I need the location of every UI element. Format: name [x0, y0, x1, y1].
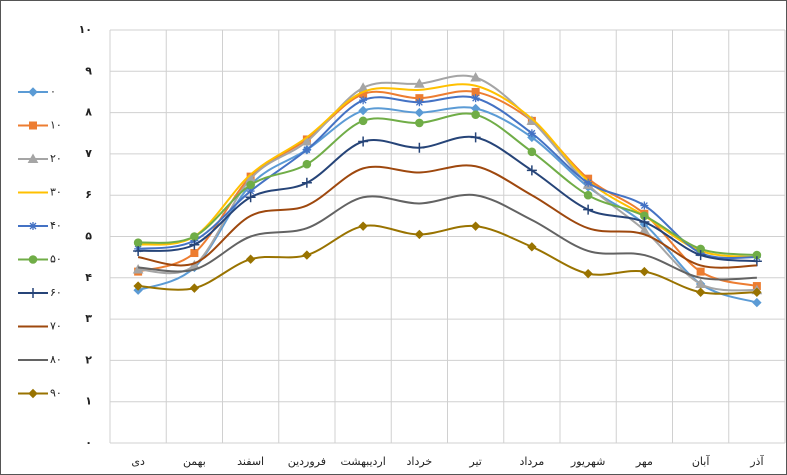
- point: [470, 221, 481, 231]
- point: [245, 192, 256, 203]
- point: [358, 221, 368, 231]
- point: [190, 249, 199, 258]
- point: [695, 287, 706, 297]
- point: [133, 238, 143, 247]
- point: [583, 268, 593, 279]
- point: [301, 177, 312, 188]
- point: [640, 201, 649, 210]
- legend-marker: [27, 153, 39, 163]
- point: [415, 98, 424, 107]
- point: [190, 232, 199, 241]
- legend-marker: [29, 121, 37, 130]
- point: [302, 145, 311, 154]
- x-tick-label: خرداد: [407, 455, 433, 468]
- point: [301, 135, 313, 146]
- legend-label: ۵۰: [50, 253, 62, 266]
- series-line: [137, 95, 757, 260]
- x-tick-label: اسفند: [237, 455, 264, 468]
- point: [470, 71, 481, 82]
- y-tick-label: ۱۰: [79, 23, 92, 36]
- point: [527, 242, 537, 252]
- point: [245, 254, 256, 264]
- x-tick-label: تیر: [468, 455, 481, 468]
- series-line: [137, 164, 757, 269]
- series-line: [137, 106, 758, 304]
- point: [133, 281, 143, 291]
- point: [132, 264, 144, 274]
- point: [359, 96, 368, 105]
- legend-marker: [28, 388, 38, 399]
- legend-marker: [28, 288, 38, 298]
- x-tick-label: مهر: [635, 455, 653, 468]
- point: [414, 229, 425, 240]
- point: [639, 266, 650, 277]
- x-tick-label: بهمن: [183, 455, 206, 468]
- point: [302, 159, 312, 169]
- x-tick-label: آبان: [692, 454, 710, 468]
- series-line: [138, 112, 757, 257]
- y-tick-label: ۸: [85, 106, 92, 119]
- point: [695, 278, 706, 288]
- series-line: [138, 135, 757, 263]
- y-tick-label: ۶: [85, 188, 92, 201]
- point: [696, 267, 705, 276]
- x-tick-label: اردیبهشت: [340, 455, 385, 468]
- y-tick-label: ۰: [85, 436, 92, 449]
- point: [189, 283, 200, 293]
- point: [414, 78, 425, 88]
- point: [358, 116, 368, 126]
- x-tick-label: مرداد: [519, 455, 544, 468]
- point: [526, 165, 537, 176]
- y-tick-label: ۹: [85, 64, 92, 77]
- point: [470, 132, 481, 143]
- legend-label: ۲۰: [50, 152, 62, 165]
- point: [752, 297, 762, 308]
- point: [695, 250, 706, 261]
- point: [246, 180, 255, 190]
- point: [414, 142, 425, 153]
- point: [471, 110, 480, 119]
- x-tick-label: آذر: [749, 454, 764, 468]
- y-tick-label: ۱: [85, 395, 92, 408]
- point: [583, 190, 593, 200]
- point: [527, 147, 537, 157]
- point: [302, 250, 312, 260]
- legend-label: ۱۰: [50, 119, 62, 132]
- legend-label: ۳۰: [50, 186, 62, 199]
- point: [189, 239, 200, 250]
- y-tick-label: ۵: [85, 230, 92, 243]
- y-tick-label: ۴: [85, 271, 92, 284]
- legend-label: ۴۰: [50, 219, 62, 232]
- legend-label: ۰: [50, 85, 56, 98]
- point: [527, 129, 536, 138]
- point: [583, 204, 594, 215]
- legend-marker: [28, 255, 38, 264]
- point: [584, 178, 593, 187]
- point: [639, 217, 650, 228]
- x-tick-label: دی: [131, 455, 145, 468]
- y-tick-label: ۷: [85, 147, 92, 160]
- point: [471, 94, 480, 103]
- y-tick-label: ۲: [85, 353, 92, 366]
- legend-label: ۸۰: [50, 353, 62, 366]
- legend-marker: [28, 87, 38, 97]
- point: [752, 287, 762, 297]
- legend-label: ۹۰: [50, 387, 62, 400]
- point: [246, 187, 255, 196]
- x-tick-label: فروردین: [288, 455, 326, 468]
- point: [415, 118, 424, 128]
- point: [133, 245, 144, 256]
- legend-label: ۶۰: [50, 286, 62, 299]
- y-tick-label: ۳: [85, 312, 92, 325]
- legend-label: ۷۰: [50, 320, 62, 333]
- point: [358, 105, 368, 116]
- series-line: [138, 193, 757, 281]
- point: [414, 107, 425, 118]
- point: [358, 136, 369, 147]
- x-tick-label: شهریور: [570, 455, 605, 468]
- legend-marker: [29, 222, 37, 230]
